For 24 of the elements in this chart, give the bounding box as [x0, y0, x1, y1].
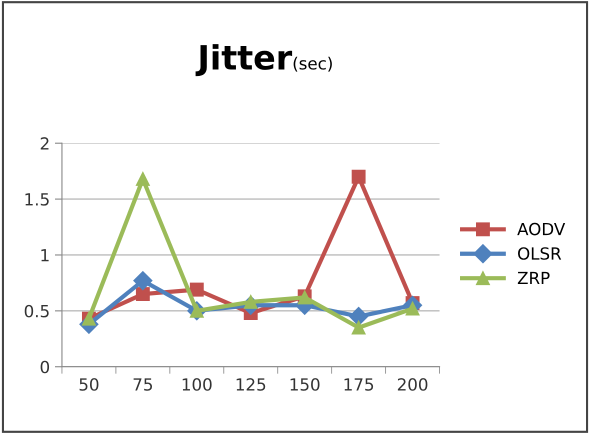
chart-subtitle: (sec) [294, 56, 332, 72]
y-tick-label: 0.5 [24, 304, 49, 318]
y-tick-label: 0 [40, 360, 50, 374]
x-tick-label: 100 [182, 378, 212, 391]
x-tick-label: 200 [398, 378, 428, 391]
x-tick-label: 175 [344, 378, 374, 391]
point [190, 282, 204, 297]
y-tick-label: 1 [41, 249, 49, 262]
point [352, 320, 366, 335]
point [136, 172, 150, 186]
y-tick-label: 2 [40, 137, 48, 150]
point [133, 271, 152, 290]
point [352, 170, 366, 184]
y-tick-label: 1.5 [25, 193, 49, 206]
point [136, 287, 150, 302]
legend-label: ZRP [518, 272, 550, 284]
x-tick-label: 150 [290, 378, 320, 391]
x-tick-label: 125 [236, 378, 266, 391]
x-tick-label: 50 [80, 378, 98, 391]
point [349, 306, 368, 326]
legend-label: OLSR [518, 247, 562, 260]
x-tick-label: 75 [134, 378, 152, 391]
chart-title: Jitter [196, 44, 292, 76]
legend-label: AODV [517, 222, 566, 236]
